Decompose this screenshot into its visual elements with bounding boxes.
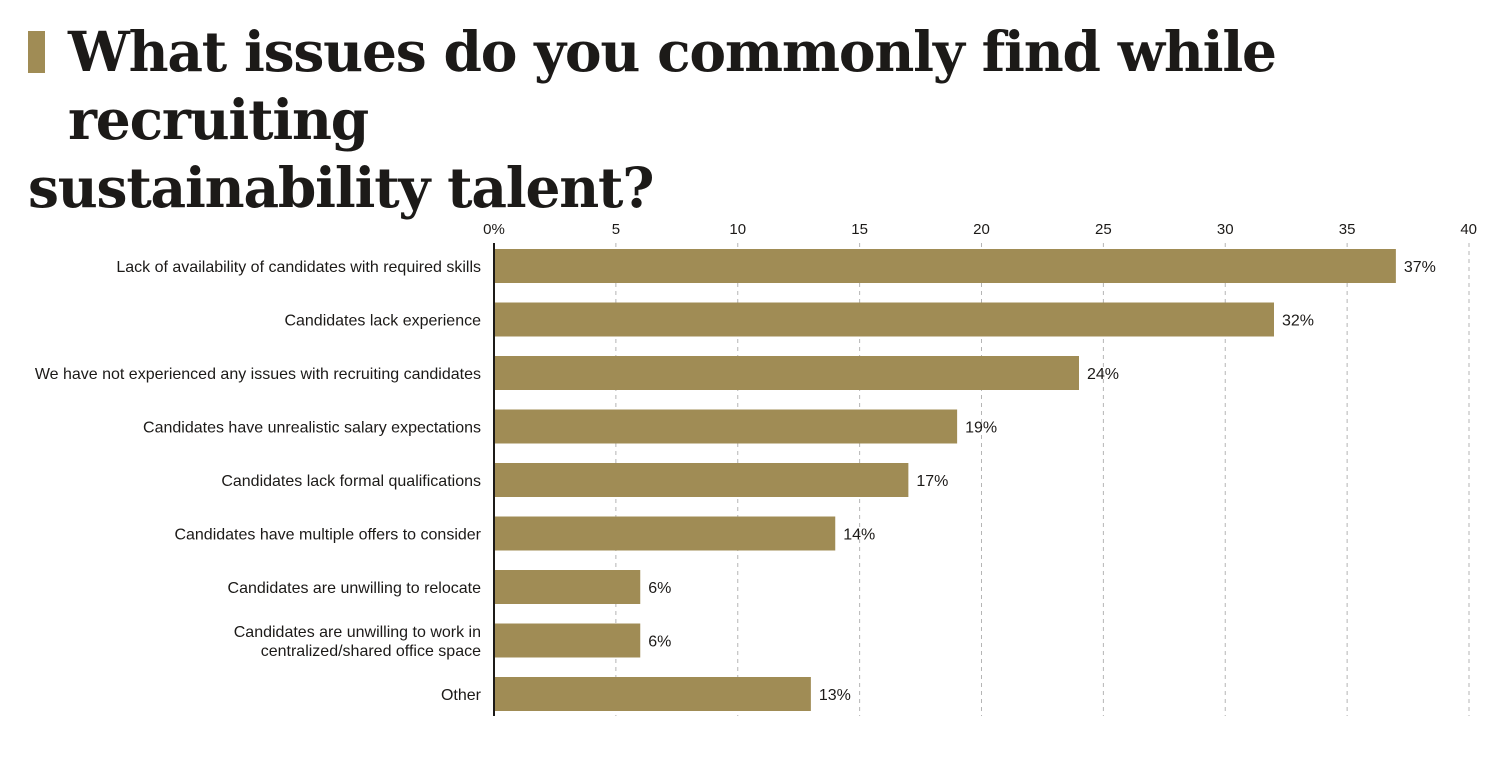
category-label: Candidates are unwilling to work in <box>234 624 481 641</box>
x-tick-label: 0% <box>483 221 505 238</box>
data-label: 13% <box>819 687 851 704</box>
chart-title: What issues do you commonly find while r… <box>28 18 1478 222</box>
bar <box>494 249 1396 283</box>
x-tick-label: 25 <box>1095 221 1112 238</box>
category-label: We have not experienced any issues with … <box>35 366 481 383</box>
title-marker <box>28 31 45 73</box>
data-label: 32% <box>1282 313 1314 330</box>
title-block: What issues do you commonly find while r… <box>28 18 1478 222</box>
bar <box>494 623 641 658</box>
x-tick-label: 40 <box>1460 221 1477 238</box>
x-tick-label: 10 <box>729 221 746 238</box>
chart-title-line-2: sustainability talent? <box>28 155 654 220</box>
chart-title-line-1: What issues do you commonly find while r… <box>68 19 1277 152</box>
bar <box>494 356 1079 390</box>
data-label: 24% <box>1087 366 1119 383</box>
bar <box>494 302 1274 337</box>
category-label: Other <box>441 687 482 704</box>
bar <box>494 409 958 444</box>
data-label: 6% <box>648 580 671 597</box>
bar <box>494 516 836 551</box>
x-tick-label: 5 <box>612 221 620 238</box>
bar <box>494 463 909 497</box>
data-label: 6% <box>648 634 671 651</box>
data-label: 37% <box>1404 259 1436 276</box>
category-label: Lack of availability of candidates with … <box>116 259 481 276</box>
category-label: Candidates have unrealistic salary expec… <box>143 420 481 437</box>
x-tick-label: 30 <box>1217 221 1234 238</box>
data-label: 14% <box>843 527 875 544</box>
x-tick-label: 20 <box>973 221 990 238</box>
category-label: Candidates lack experience <box>284 313 481 330</box>
x-tick-label: 35 <box>1339 221 1356 238</box>
bar <box>494 677 811 711</box>
category-label: Candidates lack formal qualifications <box>221 473 481 490</box>
category-label: Candidates have multiple offers to consi… <box>174 527 481 544</box>
data-label: 17% <box>916 473 948 490</box>
x-tick-label: 15 <box>851 221 868 238</box>
bar <box>494 570 641 604</box>
category-label: centralized/shared office space <box>261 643 481 660</box>
data-label: 19% <box>965 420 997 437</box>
category-label: Candidates are unwilling to relocate <box>228 580 482 597</box>
